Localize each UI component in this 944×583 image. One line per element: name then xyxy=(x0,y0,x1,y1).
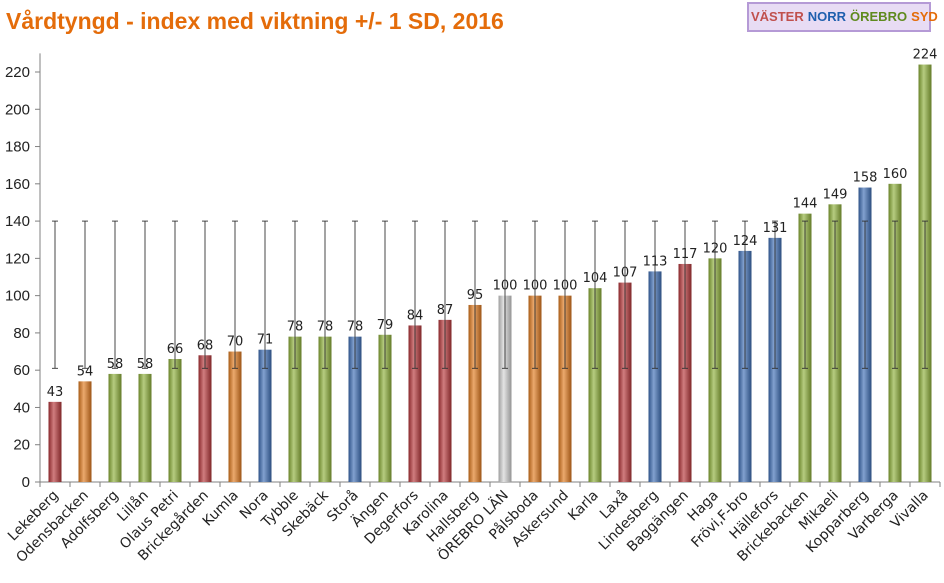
bar xyxy=(138,373,152,482)
data-label: 158 xyxy=(853,171,878,186)
data-label: 58 xyxy=(137,357,154,372)
data-label: 78 xyxy=(347,320,364,335)
data-label: 149 xyxy=(823,187,848,202)
data-label: 224 xyxy=(913,48,938,63)
region-norr: NORR xyxy=(807,9,847,24)
bar xyxy=(588,288,602,482)
y-tick-label: 180 xyxy=(5,139,30,156)
bar xyxy=(78,381,92,482)
data-label: 124 xyxy=(733,234,758,249)
bar xyxy=(498,295,512,482)
data-label: 84 xyxy=(407,308,424,323)
data-label: 70 xyxy=(227,335,244,350)
data-label: 160 xyxy=(883,167,908,182)
y-tick-label: 220 xyxy=(5,64,30,81)
data-label: 79 xyxy=(377,318,394,333)
data-label: 104 xyxy=(583,271,608,286)
bar xyxy=(168,359,182,482)
bar xyxy=(348,336,362,482)
bar xyxy=(48,401,62,482)
bar xyxy=(408,325,422,482)
y-tick-label: 100 xyxy=(5,288,30,305)
data-label: 131 xyxy=(763,221,788,236)
bar xyxy=(468,304,482,482)
chart-axes: 0 20 40 60 80 100 120 140 160 180 200 220 xyxy=(5,53,941,491)
bar xyxy=(258,349,272,482)
bar xyxy=(648,271,662,482)
y-tick-label: 40 xyxy=(13,399,30,416)
bars xyxy=(48,64,932,483)
bar xyxy=(558,295,572,482)
data-label: 43 xyxy=(47,385,64,400)
bar xyxy=(318,336,332,482)
bar xyxy=(618,282,632,482)
data-label: 117 xyxy=(673,247,698,262)
y-tick-label: 20 xyxy=(13,437,30,454)
y-tick-label: 60 xyxy=(13,362,30,379)
region-vaster: VÄSTER xyxy=(751,9,804,24)
y-tick-label: 140 xyxy=(5,213,30,230)
bar xyxy=(198,355,212,482)
data-label: 100 xyxy=(523,279,548,294)
data-label: 144 xyxy=(793,197,818,212)
data-label: 100 xyxy=(493,279,518,294)
region-legend: VÄSTER NORR ÖREBRO SYD xyxy=(747,2,938,32)
bar xyxy=(288,336,302,482)
error-bars xyxy=(52,220,928,369)
data-labels: 43 54 58 58 66 68 70 71 78 78 78 79 84 87 95 100 100 100 1… xyxy=(47,48,938,400)
data-label: 100 xyxy=(553,279,578,294)
bar xyxy=(528,295,542,482)
y-tick-label: 200 xyxy=(5,101,30,118)
region-syd: SYD xyxy=(911,9,938,24)
data-label: 68 xyxy=(197,338,214,353)
data-label: 71 xyxy=(257,333,274,348)
bar xyxy=(708,258,722,482)
data-label: 78 xyxy=(287,320,304,335)
y-tick-label: 0 xyxy=(22,474,30,491)
data-label: 66 xyxy=(167,342,184,357)
data-label: 54 xyxy=(77,364,94,379)
data-label: 120 xyxy=(703,241,728,256)
bar xyxy=(438,319,452,482)
data-label: 78 xyxy=(317,320,334,335)
data-label: 107 xyxy=(613,266,638,281)
bar xyxy=(108,373,122,482)
data-label: 87 xyxy=(437,303,454,318)
data-label: 95 xyxy=(467,288,484,303)
x-tick-labels: LekebergOdensbackenAdolfsbergLillånOlaus… xyxy=(5,486,932,566)
data-label: 113 xyxy=(643,254,668,269)
data-label: 58 xyxy=(107,357,124,372)
region-orebro: ÖREBRO xyxy=(850,9,908,24)
bar xyxy=(678,263,692,482)
bar xyxy=(228,351,242,482)
y-tick-label: 160 xyxy=(5,176,30,193)
x-tick-label: Karla xyxy=(565,488,602,525)
y-tick-label: 120 xyxy=(5,250,30,267)
y-tick-label: 80 xyxy=(13,325,30,342)
bar xyxy=(378,334,392,482)
chart-title: Vårdtyngd - index med viktning +/- 1 SD,… xyxy=(6,8,504,34)
